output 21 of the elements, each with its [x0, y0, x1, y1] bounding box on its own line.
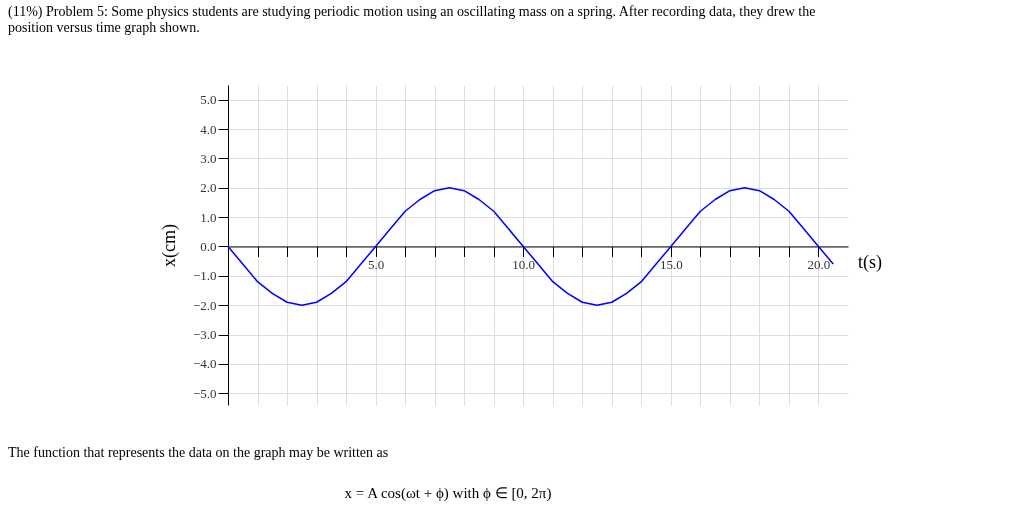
y-tick-label: −1.0 [192, 268, 217, 284]
y-axis-title: x(cm) [158, 224, 180, 267]
y-tick-label: 0.0 [200, 238, 217, 254]
text: The function that represents the data on the graph may be written as [8, 445, 389, 460]
y-tick-label: −2.0 [192, 297, 217, 313]
y-tick-label: −3.0 [192, 327, 217, 343]
chart-title: (11%) Problem 5: Some physics students are studying periodic motion using an oscillating mass on a spring. After recording data, they drew the position versus time graph shown. [8, 4, 816, 35]
x-tick-label: 20.0 [807, 256, 831, 272]
text: x = A cos(ωt + ϕ) with ϕ ∈ [0, 2π) [344, 485, 552, 502]
y-tick-label: 3.0 [200, 150, 217, 166]
y-tick-label: 5.0 [200, 92, 217, 108]
y-tick-label: −4.0 [192, 356, 217, 372]
y-tick-label: 4.0 [200, 121, 217, 137]
x-tick-label: 15.0 [659, 256, 683, 272]
x-tick-label: 10.0 [512, 256, 536, 272]
x-tick-label: 5.0 [367, 256, 385, 272]
y-tick-label: 1.0 [200, 209, 217, 225]
line-series [227, 187, 834, 306]
x-axis-title: t(s) [858, 252, 882, 274]
y-tick-label: 2.0 [200, 180, 217, 196]
y-tick-label: −5.0 [192, 385, 217, 401]
